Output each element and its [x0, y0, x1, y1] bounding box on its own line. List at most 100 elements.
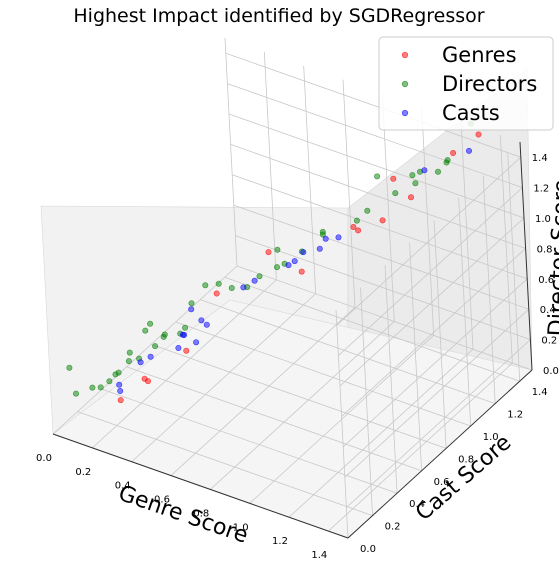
data-point — [475, 131, 482, 138]
grid-line — [421, 107, 435, 336]
data-point — [409, 172, 416, 179]
x-tick-label: 0.2 — [75, 467, 91, 478]
data-points — [66, 120, 482, 404]
data-point — [434, 168, 441, 175]
data-point — [141, 375, 148, 382]
grid-line — [460, 121, 474, 350]
chart-title: Highest Impact identified by SGDRegresso… — [73, 5, 484, 27]
data-point — [116, 381, 123, 388]
data-point — [125, 358, 132, 365]
data-point — [73, 390, 80, 397]
data-point — [89, 384, 96, 391]
grid-line — [230, 144, 526, 249]
grid-line — [303, 65, 317, 294]
grid-line — [200, 299, 496, 404]
legend-label: Directors — [442, 72, 537, 96]
x-axis-line — [52, 433, 349, 539]
data-point — [137, 359, 144, 366]
data-point — [353, 217, 360, 224]
data-point — [421, 167, 428, 174]
data-point — [285, 262, 292, 269]
grid-line — [409, 242, 422, 471]
series-genres — [117, 131, 482, 404]
data-point — [355, 227, 362, 234]
data-point — [66, 364, 73, 371]
data-point — [117, 397, 124, 404]
grid-line — [101, 388, 398, 494]
grid-line — [52, 265, 238, 435]
grid-line — [224, 276, 520, 382]
legend-marker — [401, 109, 409, 117]
data-point — [407, 194, 414, 201]
data-point — [142, 327, 149, 334]
x-tick-label: 0.8 — [193, 508, 209, 519]
x-tick-label: 1.0 — [233, 522, 249, 533]
data-point — [126, 349, 133, 356]
grid-line — [92, 279, 277, 449]
series-casts — [116, 147, 472, 394]
data-point — [117, 387, 124, 394]
grid-line — [342, 79, 356, 308]
data-point — [335, 234, 342, 241]
grid-line — [263, 51, 277, 280]
legend-label: Genres — [442, 43, 517, 67]
grid-line — [131, 293, 316, 463]
grid-line — [335, 309, 349, 539]
data-point — [291, 258, 298, 265]
y-tick-label: 1.4 — [532, 387, 548, 398]
grid-line — [224, 37, 238, 267]
grid-line — [339, 217, 525, 387]
data-point — [215, 280, 222, 287]
grid-line — [342, 278, 528, 448]
data-point — [203, 321, 210, 328]
grid-line — [126, 366, 422, 472]
grid-line — [175, 321, 471, 427]
data-point — [298, 268, 305, 275]
grid-line — [341, 248, 526, 417]
grid-lines — [52, 37, 533, 539]
data-point — [444, 157, 451, 164]
data-point — [412, 180, 419, 187]
grid-line — [151, 344, 447, 449]
data-point — [265, 249, 272, 256]
data-point — [274, 246, 281, 253]
grid-line — [346, 339, 531, 508]
data-point — [193, 339, 200, 346]
series-directors — [66, 120, 474, 397]
x-tick-label: 0.4 — [115, 481, 131, 492]
data-point — [392, 190, 399, 197]
y-tick-label: 0.6 — [434, 477, 450, 488]
grid-line — [499, 135, 513, 364]
data-point — [228, 284, 235, 291]
y-axis-line — [347, 369, 533, 539]
legend-frame — [378, 36, 554, 131]
data-point — [374, 173, 381, 180]
grid-line — [233, 204, 529, 310]
grid-line — [227, 83, 523, 188]
grid-line — [482, 175, 496, 404]
x-tick-label: 0.0 — [36, 453, 52, 464]
data-point — [450, 150, 457, 157]
data-point — [240, 284, 247, 291]
legend: Genres Directors Casts — [378, 36, 554, 131]
data-point — [379, 217, 386, 224]
data-point — [106, 378, 113, 385]
axes-panes — [40, 67, 533, 539]
z-tick-label: 0.2 — [541, 336, 557, 347]
grid-line — [507, 153, 521, 382]
data-point — [316, 245, 323, 252]
data-point — [179, 331, 186, 338]
y-tick-label: 0.8 — [458, 454, 474, 465]
z-tick-label: 0.0 — [543, 366, 559, 377]
data-point — [273, 264, 280, 271]
y-tick-label: 0.0 — [360, 544, 376, 555]
x-tick-label: 1.4 — [311, 550, 327, 561]
data-point — [198, 317, 205, 324]
z-tick-label: 1.0 — [535, 214, 551, 225]
legend-marker — [401, 80, 409, 88]
data-point — [390, 175, 397, 182]
legend-marker — [401, 51, 409, 59]
data-point — [319, 228, 326, 235]
data-point — [364, 207, 371, 214]
